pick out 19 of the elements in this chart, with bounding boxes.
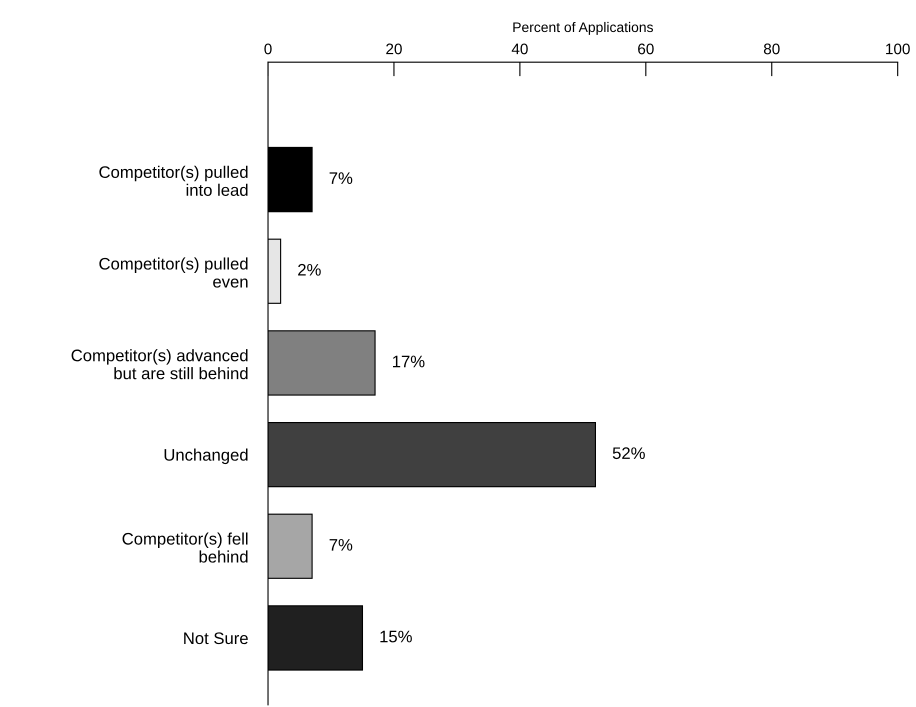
x-tick-label: 100 xyxy=(886,44,910,54)
data-label: 2% xyxy=(298,264,321,276)
x-tick-label: 20 xyxy=(386,44,402,54)
data-label: 52% xyxy=(612,447,645,460)
x-tick-label: 0 xyxy=(264,44,272,54)
data-label: 17% xyxy=(393,356,424,368)
y-tick-label: Unchanged xyxy=(164,448,248,464)
y-tick-label: Competitor(s) pulled even xyxy=(99,257,248,288)
y-tick-label: Competitor(s) pulled into lead xyxy=(99,166,248,196)
y-tick-label: Competitor(s) advanced but are still behind xyxy=(72,349,248,380)
x-tick-label: 60 xyxy=(638,44,654,54)
x-axis-title: Percent of Applications xyxy=(513,22,653,35)
data-label: 7% xyxy=(330,172,352,184)
data-label: 7% xyxy=(330,539,352,551)
y-tick-label: Not Sure xyxy=(184,632,248,644)
x-tick-label: 80 xyxy=(764,44,780,54)
y-tick-label: Competitor(s) fell behind xyxy=(122,532,248,563)
data-label: 15% xyxy=(380,630,412,642)
x-tick-label: 40 xyxy=(512,44,528,54)
